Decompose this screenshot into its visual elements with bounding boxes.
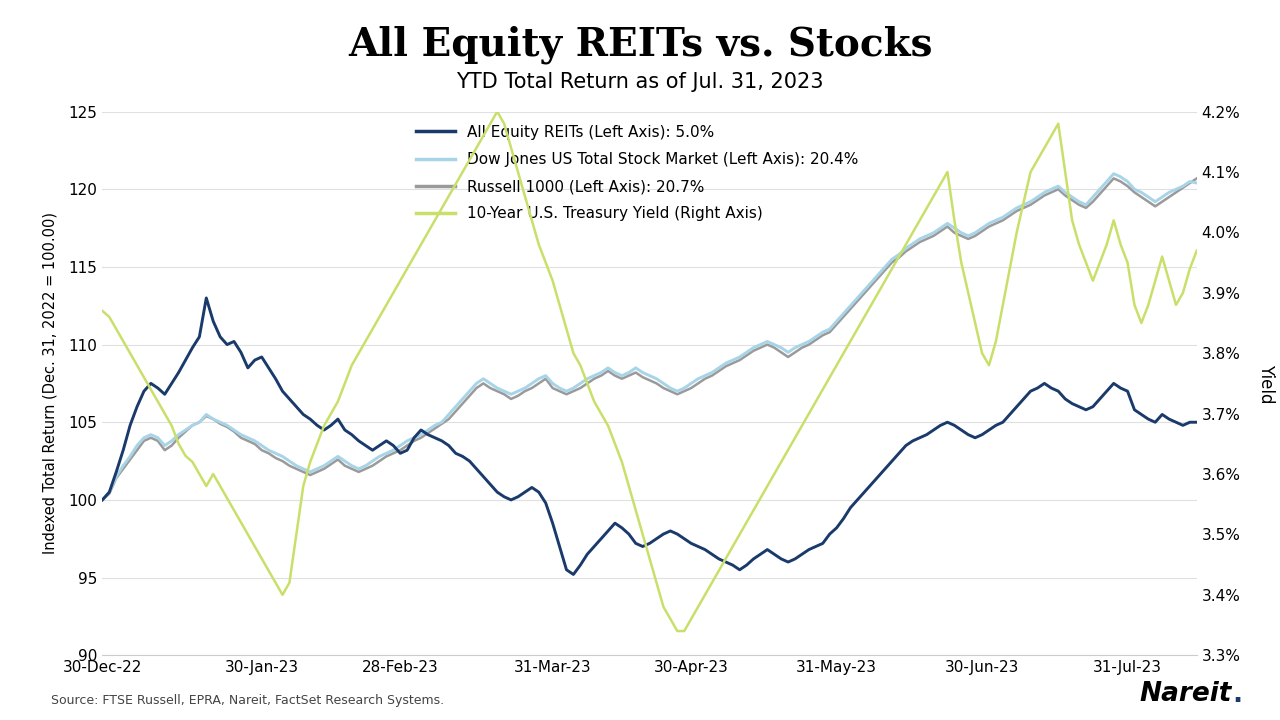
Legend: All Equity REITs (Left Axis): 5.0%, Dow Jones US Total Stock Market (Left Axis):: All Equity REITs (Left Axis): 5.0%, Dow … [416,125,859,221]
Y-axis label: Indexed Total Return (Dec. 31, 2022 = 100.00): Indexed Total Return (Dec. 31, 2022 = 10… [42,212,58,554]
Text: All Equity REITs vs. Stocks: All Equity REITs vs. Stocks [348,25,932,63]
Text: .: . [1233,683,1243,708]
Text: Nareit: Nareit [1139,681,1231,707]
Text: Source: FTSE Russell, EPRA, Nareit, FactSet Research Systems.: Source: FTSE Russell, EPRA, Nareit, Fact… [51,694,444,707]
Y-axis label: Yield: Yield [1257,364,1275,403]
Text: YTD Total Return as of Jul. 31, 2023: YTD Total Return as of Jul. 31, 2023 [456,72,824,92]
